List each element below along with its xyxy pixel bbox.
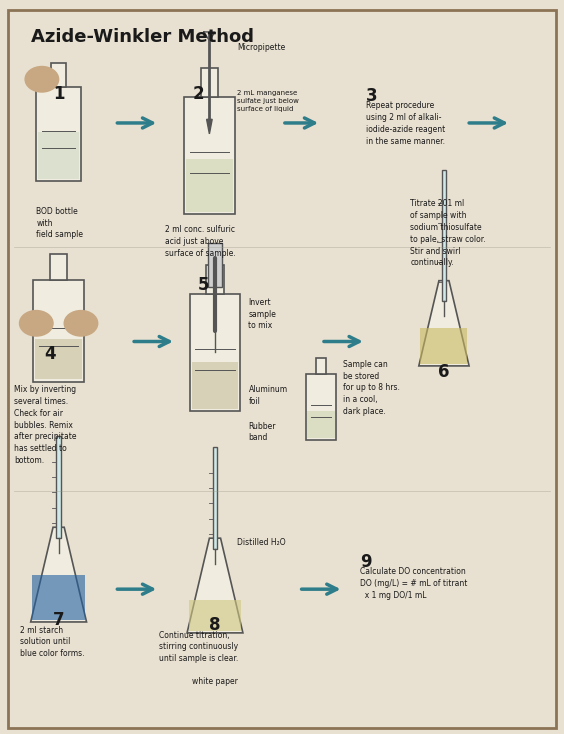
Text: Rubber
band: Rubber band [249, 421, 276, 443]
Ellipse shape [25, 67, 59, 92]
Bar [51, 63, 67, 87]
Text: 7: 7 [53, 611, 64, 629]
Bar [36, 87, 81, 181]
Bar [316, 358, 327, 374]
Text: Azide-Winkler Method: Azide-Winkler Method [30, 29, 254, 46]
Text: 4: 4 [45, 345, 56, 363]
Bar [190, 294, 240, 411]
Bar [213, 447, 217, 549]
Bar [186, 159, 233, 212]
Bar [201, 68, 218, 98]
Text: Aluminum
foil: Aluminum foil [249, 385, 288, 406]
Bar [306, 374, 337, 440]
Text: 1: 1 [53, 85, 64, 103]
Text: Calculate DO concentration
DO (mg/L) = # mL of titrant
  x 1 mg DO/1 mL: Calculate DO concentration DO (mg/L) = #… [360, 567, 468, 600]
Text: 5: 5 [198, 276, 210, 294]
Polygon shape [421, 327, 468, 365]
Text: 2 ml conc. sulfuric
acid just above
surface of sample.: 2 ml conc. sulfuric acid just above surf… [165, 225, 236, 258]
Text: BOD bottle
with
field sample: BOD bottle with field sample [36, 207, 83, 239]
Polygon shape [189, 600, 241, 631]
Polygon shape [30, 527, 86, 622]
Ellipse shape [64, 310, 98, 336]
Text: 3: 3 [366, 87, 377, 104]
Bar [38, 131, 80, 179]
Bar [33, 280, 83, 382]
Text: 6: 6 [438, 363, 450, 382]
Bar [192, 362, 239, 409]
Bar [208, 243, 222, 287]
Bar [307, 412, 335, 437]
Bar [56, 436, 61, 538]
Text: 8: 8 [209, 616, 221, 634]
Text: Sample can
be stored
for up to 8 hrs.
in a cool,
dark place.: Sample can be stored for up to 8 hrs. in… [343, 360, 400, 416]
Bar [442, 170, 446, 302]
Text: Mix by inverting
several times.
Check for air
bubbles. Remix
after precipitate
h: Mix by inverting several times. Check fo… [14, 385, 77, 465]
Polygon shape [32, 575, 85, 620]
Text: Titrate 201 ml
of sample with
sodium thiosulfate
to pale, straw color.
Stir and : Titrate 201 ml of sample with sodium thi… [411, 200, 486, 267]
Text: Invert
sample
to mix: Invert sample to mix [249, 298, 276, 330]
Polygon shape [419, 280, 469, 366]
Text: white paper: white paper [192, 677, 238, 686]
Bar [50, 254, 68, 280]
Bar [184, 98, 235, 214]
Bar [35, 338, 82, 379]
Text: 2 ml starch
solution until
blue color forms.: 2 ml starch solution until blue color fo… [20, 625, 84, 658]
Polygon shape [206, 120, 212, 134]
Text: Distilled H₂O: Distilled H₂O [237, 538, 286, 547]
Bar [206, 265, 224, 294]
Polygon shape [187, 538, 243, 633]
Text: 2 mL manganese
sulfate just below
surface of liquid: 2 mL manganese sulfate just below surfac… [237, 90, 299, 112]
Text: Continue titration,
stirring continuously
until sample is clear.: Continue titration, stirring continuousl… [159, 631, 239, 664]
Text: Repeat procedure
using 2 ml of alkali-
iodide-azide reagent
in the same manner.: Repeat procedure using 2 ml of alkali- i… [366, 101, 445, 145]
Text: 9: 9 [360, 553, 372, 571]
Text: 2: 2 [192, 85, 204, 103]
Text: Micropipette: Micropipette [237, 43, 285, 52]
Ellipse shape [20, 310, 53, 336]
